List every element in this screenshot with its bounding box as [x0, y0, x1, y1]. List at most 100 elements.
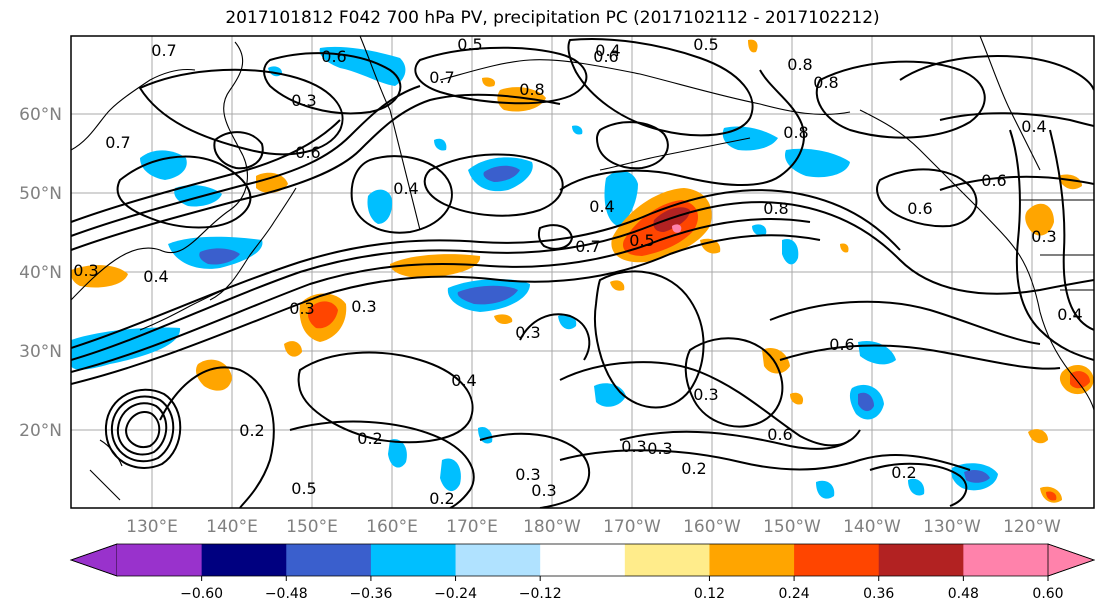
pos-anomaly-patch: [840, 243, 849, 253]
lat-tick-label: 50°N: [19, 184, 62, 204]
neg-anomaly-patch: [816, 480, 835, 499]
contour-label: 0.8: [787, 55, 812, 74]
coastline: [209, 187, 297, 301]
colorbar: −0.60 −0.48 −0.36 −0.24 −0.12 0.12 0.24 0.36 0.4…: [69, 543, 1096, 601]
colorbar-tick-label: 0.12: [694, 586, 725, 601]
colorbar-bin: [201, 544, 287, 576]
neg-anomaly-patch: [908, 478, 925, 496]
pv-contour: [116, 155, 252, 229]
contour-label: 0.4: [1057, 305, 1082, 324]
contour-label: 0.5: [457, 35, 482, 54]
pos-anomaly-patch: [1046, 491, 1057, 501]
contour-label: 0.3: [73, 261, 98, 280]
contour-label: 0.6: [321, 47, 346, 66]
pv-contour: [289, 420, 475, 508]
neg-anomaly-patch: [457, 285, 518, 305]
neg-anomaly-patch: [367, 189, 393, 224]
lon-tick-label: 120°W: [1003, 517, 1061, 537]
pv-contour: [594, 270, 705, 409]
pos-anomaly-patch: [1058, 174, 1082, 190]
pv-contour: [876, 168, 978, 228]
pv-contour: [559, 361, 861, 447]
pv-contour: [110, 395, 175, 463]
lon-tick-label: 130°E: [126, 517, 178, 537]
contour-label: 0.4: [595, 41, 620, 60]
pos-anomaly-patch: [196, 359, 232, 391]
coastline: [439, 59, 851, 115]
pv-contour: [159, 366, 275, 508]
pos-anomaly-patch: [1070, 371, 1090, 389]
pv-contour: [71, 119, 341, 223]
contour-label: 0.2: [357, 429, 382, 448]
pv-contour: [939, 112, 1094, 127]
pv-contours: [71, 37, 1094, 508]
pv-contour: [1049, 129, 1094, 331]
pv-contour: [815, 60, 986, 139]
pv-contour: [71, 201, 1094, 361]
pv-contour: [779, 344, 1061, 370]
pos-anomaly-patch: [308, 301, 338, 329]
coastline: [599, 137, 751, 171]
contour-label: 0.3: [1031, 227, 1056, 246]
contour-label: 0.3: [647, 439, 672, 458]
pos-anomaly-patch: [1028, 429, 1048, 444]
contour-label: 0.4: [393, 179, 418, 198]
pv-contour: [537, 224, 574, 250]
contour-label: 0.6: [767, 425, 792, 444]
pv-contour: [71, 217, 811, 373]
neg-anomaly-patch: [784, 148, 850, 178]
colorbar-bin: [963, 544, 1049, 576]
lon-tick-label: 150°W: [763, 517, 821, 537]
colorbar-tick-label: 0.48: [948, 586, 979, 601]
pos-anomaly-patch: [256, 172, 288, 193]
contour-label: 0.4: [143, 267, 168, 286]
neg-anomaly-patch: [199, 248, 240, 265]
pv-contour: [138, 68, 344, 156]
contour-label: 0.8: [813, 73, 838, 92]
pv-contour: [213, 131, 264, 170]
neg-anomaly-patch: [434, 138, 447, 151]
contour-label: 0.6: [829, 335, 854, 354]
neg-anomaly-patch: [964, 470, 990, 483]
colorbar-bin: [540, 544, 626, 576]
contour-label: 0.4: [1021, 117, 1046, 136]
pv-contour: [124, 411, 161, 448]
contour-label: 0.7: [575, 237, 600, 256]
lon-tick-label: 140°E: [206, 517, 258, 537]
pv-contour: [769, 300, 1041, 345]
pv-contour: [619, 430, 851, 450]
coastline: [979, 36, 1041, 171]
contour-label: 0.3: [693, 385, 718, 404]
neg-anomaly-patch: [558, 314, 577, 330]
lon-tick-label: 170°E: [446, 517, 498, 537]
contour-label: 0.3: [351, 297, 376, 316]
neg-anomaly-patch: [572, 125, 583, 135]
neg-anomaly-patch: [752, 224, 767, 236]
lon-tick-label: 160°E: [366, 517, 418, 537]
contour-label: 0.8: [783, 123, 808, 142]
pv-contour: [414, 46, 588, 105]
coastline: [359, 36, 421, 231]
neg-anomaly-patch: [722, 126, 778, 151]
pv-contour: [519, 313, 591, 361]
lon-tick-label: 180°W: [523, 517, 581, 537]
neg-anomaly-patch: [440, 458, 461, 492]
pv-contour: [297, 351, 474, 444]
pos-anomaly-patch: [71, 265, 128, 288]
colorbar-bin: [117, 544, 203, 576]
lat-tick-label: 20°N: [19, 421, 62, 441]
latitude-labels: 60°N 50°N 40°N 30°N 20°N: [19, 105, 62, 441]
contour-label: 0.5: [629, 231, 654, 250]
colorbar-bin: [624, 544, 710, 576]
contour-label: 0.6: [907, 199, 932, 218]
contour-label: 0.3: [291, 91, 316, 110]
colorbar-tick-label: 0.60: [1032, 586, 1063, 601]
colorbar-tick-label: −0.12: [519, 586, 562, 601]
colorbar-bin: [286, 544, 372, 576]
neg-anomaly-patch: [140, 150, 187, 180]
colorbar-tick-label: −0.24: [434, 586, 477, 601]
lon-tick-label: 150°E: [286, 517, 338, 537]
colorbar-extend-max: [1047, 543, 1096, 577]
contour-label: 0.5: [693, 35, 718, 54]
